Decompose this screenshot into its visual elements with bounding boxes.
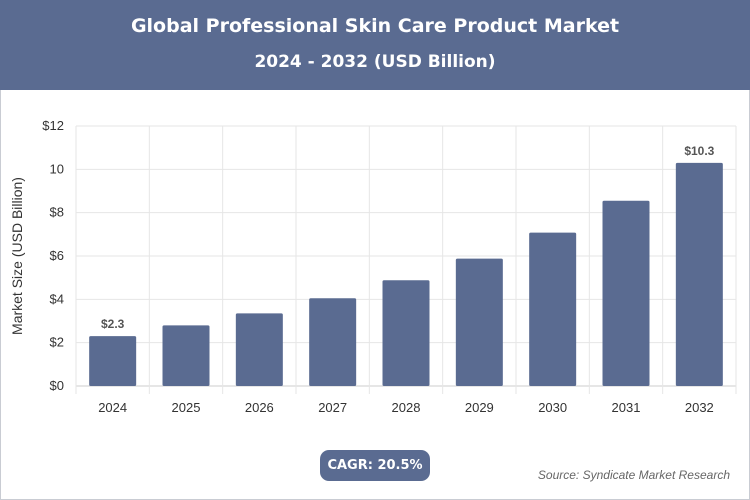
y-tick-label: $12 bbox=[42, 118, 64, 133]
bar-2031 bbox=[602, 200, 650, 386]
cagr-badge: CAGR: 20.5% bbox=[320, 450, 430, 481]
x-tick-label: 2026 bbox=[245, 400, 274, 415]
bar-2029 bbox=[455, 258, 503, 386]
x-tick-label: 2030 bbox=[538, 400, 567, 415]
bar-2024 bbox=[89, 336, 137, 386]
bar-2025 bbox=[162, 325, 210, 386]
y-tick-label: $4 bbox=[50, 291, 64, 306]
x-tick-label: 2032 bbox=[685, 400, 714, 415]
x-tick-label: 2024 bbox=[98, 400, 127, 415]
y-tick-label: 10 bbox=[50, 161, 64, 176]
y-tick-label: $0 bbox=[50, 378, 64, 393]
bar-2032 bbox=[675, 162, 723, 386]
bar-chart: $0 $2 $4 $6 $8 10 $12 2024 2025 2026 2027 2028 2029 2… bbox=[9, 118, 737, 415]
x-tick-label: 2027 bbox=[318, 400, 347, 415]
bar-2026 bbox=[235, 313, 283, 386]
y-tick-label: $2 bbox=[50, 335, 64, 350]
source-note: Source: Syndicate Market Research bbox=[537, 468, 730, 482]
bar-2030 bbox=[529, 232, 577, 386]
x-tick-label: 2028 bbox=[392, 400, 421, 415]
chart-header: Global Professional Skin Care Product Ma… bbox=[0, 0, 750, 90]
bar-2028 bbox=[382, 280, 430, 386]
x-tick-label: 2025 bbox=[172, 400, 201, 415]
y-tick-label: $6 bbox=[50, 248, 64, 263]
x-tick-label: 2031 bbox=[612, 400, 641, 415]
y-axis-title: Market Size (USD Billion) bbox=[9, 177, 25, 335]
data-label: $10.3 bbox=[684, 144, 714, 158]
bar-2027 bbox=[309, 298, 357, 386]
y-tick-label: $8 bbox=[50, 205, 64, 220]
data-label: $2.3 bbox=[101, 317, 125, 331]
chart-subtitle: 2024 - 2032 (USD Billion) bbox=[254, 52, 496, 72]
x-tick-label: 2029 bbox=[465, 400, 494, 415]
chart-title: Global Professional Skin Care Product Ma… bbox=[130, 15, 620, 37]
